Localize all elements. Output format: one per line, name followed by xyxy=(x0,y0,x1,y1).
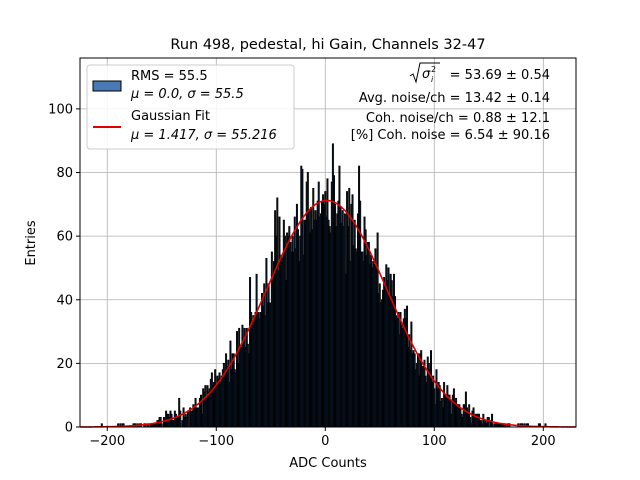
x-axis-ticks: −200 −100 0 100 200 xyxy=(89,427,556,449)
histogram-bar xyxy=(186,410,189,428)
y-tick-label: 100 xyxy=(48,102,73,117)
legend-box xyxy=(86,64,295,150)
legend-fit-stats: μ = 1.417, σ = 55.216 xyxy=(130,128,277,143)
svg-text:i: i xyxy=(431,75,434,84)
legend-histogram-label: RMS = 55.5 xyxy=(131,69,208,84)
x-tick-label: −100 xyxy=(198,434,234,449)
legend: RMS = 55.5 μ = 0.0, σ = 55.5 Gaussian Fi… xyxy=(86,64,295,150)
avg-noise-annotation: Avg. noise/ch = 13.42 ± 0.14 xyxy=(359,91,550,106)
y-axis-label: Entries xyxy=(24,220,39,266)
plot-frame xyxy=(79,57,577,428)
y-tick-label: 80 xyxy=(56,166,73,181)
histogram-bars xyxy=(100,143,547,428)
x-tick-label: 0 xyxy=(321,434,329,449)
y-tick-label: 20 xyxy=(56,357,73,372)
svg-text:2: 2 xyxy=(431,65,436,74)
x-tick-label: 200 xyxy=(531,434,556,449)
coh-percent-annotation: [%] Coh. noise = 6.54 ± 90.16 xyxy=(351,128,550,143)
legend-histogram-patch xyxy=(92,80,122,92)
coh-noise-annotation: Coh. noise/ch = 0.88 ± 12.1 xyxy=(366,111,550,126)
x-tick-label: −200 xyxy=(89,434,125,449)
stats-annotations: σ 2 i = 53.69 ± 0.54 Avg. noise/ch = 13.… xyxy=(351,62,550,143)
sqrt-sigma-symbol: σ 2 i xyxy=(409,62,440,84)
y-tick-label: 40 xyxy=(56,293,73,308)
histogram-bar xyxy=(179,410,182,428)
histogram-bar xyxy=(491,413,494,428)
svg-text:σ: σ xyxy=(422,67,431,82)
y-axis-ticks: 0 20 40 60 80 100 xyxy=(48,102,80,436)
x-axis-label: ADC Counts xyxy=(289,456,367,471)
legend-histogram-stats: μ = 0.0, σ = 55.5 xyxy=(130,87,244,102)
y-tick-label: 60 xyxy=(56,230,73,245)
gaussian-fit-line xyxy=(80,199,577,428)
histogram-bar xyxy=(487,417,490,428)
x-tick-label: 100 xyxy=(422,434,447,449)
y-tick-label: 0 xyxy=(65,421,73,436)
sigma-annotation: = 53.69 ± 0.54 xyxy=(450,68,550,83)
legend-fit-label: Gaussian Fit xyxy=(131,109,210,124)
chart-title: Run 498, pedestal, hi Gain, Channels 32-… xyxy=(170,37,485,53)
